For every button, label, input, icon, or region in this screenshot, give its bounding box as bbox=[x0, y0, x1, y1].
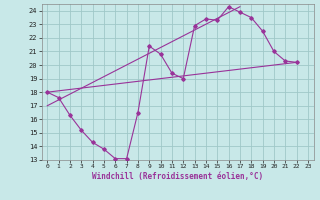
X-axis label: Windchill (Refroidissement éolien,°C): Windchill (Refroidissement éolien,°C) bbox=[92, 172, 263, 181]
